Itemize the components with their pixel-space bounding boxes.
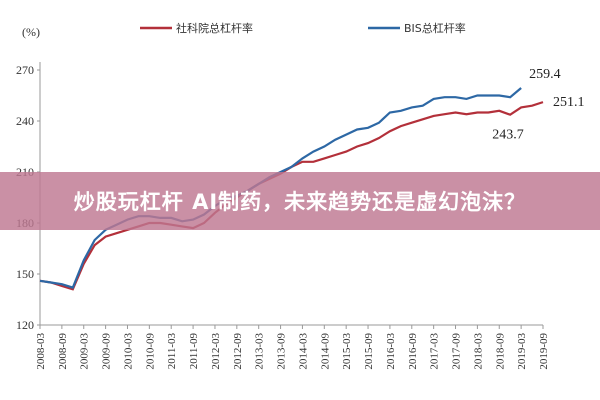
- y-tick-label: 240: [16, 114, 34, 128]
- y-tick-label: 270: [16, 63, 34, 77]
- point-label: 251.1: [553, 95, 585, 110]
- x-tick-label: 2009-09: [101, 333, 113, 370]
- x-tick-label: 2019-09: [538, 333, 550, 370]
- x-tick-label: 2017-09: [451, 333, 463, 370]
- y-axis-label: (%): [22, 25, 40, 39]
- x-tick-label: 2015-09: [363, 333, 375, 370]
- x-tick-label: 2012-03: [210, 333, 222, 370]
- point-label: 259.4: [529, 67, 561, 82]
- y-tick-label: 120: [16, 318, 34, 332]
- x-tick-label: 2011-03: [166, 333, 178, 370]
- x-tick-label: 2013-09: [276, 333, 288, 370]
- x-tick-label: 2016-03: [385, 333, 397, 370]
- x-tick-label: 2009-03: [79, 333, 91, 370]
- x-tick-label: 2016-09: [407, 333, 419, 370]
- x-tick-label: 2019-03: [516, 333, 528, 370]
- x-tick-label: 2017-03: [429, 333, 441, 370]
- x-tick-label: 2012-09: [232, 333, 244, 370]
- legend-label: BIS总杠杆率: [404, 21, 466, 35]
- x-tick-label: 2015-03: [341, 333, 353, 370]
- x-tick-label: 2014-09: [319, 333, 331, 370]
- x-tick-label: 2008-09: [57, 333, 69, 370]
- y-tick-label: 150: [16, 267, 34, 281]
- x-tick-label: 2010-09: [144, 333, 156, 370]
- x-tick-label: 2013-03: [254, 333, 266, 370]
- x-tick-label: 2008-03: [35, 333, 47, 370]
- x-tick-label: 2014-03: [297, 333, 309, 370]
- x-tick-label: 2018-03: [472, 333, 484, 370]
- banner: 炒股玩杠杆 AI制药，未来趋势还是虚幻泡沫？: [0, 172, 600, 230]
- point-label: 243.7: [492, 128, 524, 143]
- legend-label: 社科院总杠杆率: [176, 21, 253, 35]
- x-tick-label: 2010-03: [122, 333, 134, 370]
- x-tick-label: 2018-09: [494, 333, 506, 370]
- x-tick-label: 2011-09: [188, 333, 200, 370]
